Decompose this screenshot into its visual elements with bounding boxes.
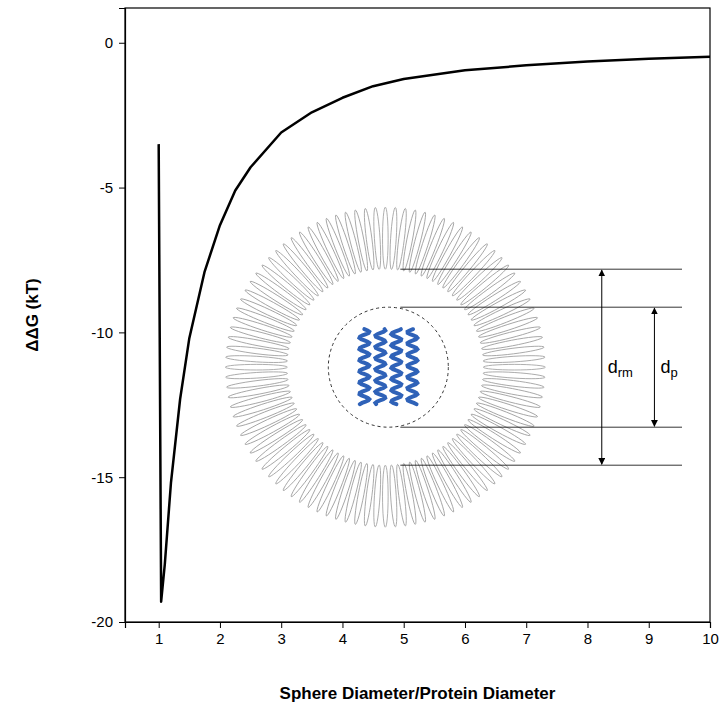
annotation: drm (608, 357, 633, 380)
tick-mark (465, 622, 466, 628)
tick-label: -10 (91, 324, 113, 341)
protein-helix (407, 329, 417, 404)
axis-line (119, 9, 126, 623)
tick-mark (710, 622, 711, 628)
guide-line (400, 307, 682, 308)
protein-boundary (328, 307, 448, 427)
tick-label: 6 (461, 630, 469, 647)
tick-mark (119, 332, 125, 333)
tick: 2 (216, 622, 224, 647)
lipid (389, 465, 398, 527)
tick: 8 (584, 622, 592, 647)
tick-mark (281, 622, 282, 628)
tick: -15 (91, 468, 125, 485)
y-axis: 0 -5 -10 -15 -20 (91, 9, 125, 631)
tick-label: -20 (91, 613, 113, 630)
dimension-arrow (654, 308, 655, 426)
protein-helix (359, 329, 369, 404)
tick-mark (587, 622, 588, 628)
tick-label: 3 (278, 630, 286, 647)
lipid (483, 364, 545, 370)
guide-line (400, 465, 682, 466)
guide-line (400, 269, 682, 270)
tick: 10 (702, 622, 719, 647)
energy-curve (159, 57, 710, 602)
lipid (483, 354, 545, 363)
tick: 1 (155, 622, 163, 647)
tick-mark (159, 622, 160, 628)
tick-mark (119, 477, 125, 478)
tick: 9 (645, 622, 653, 647)
tick-label: 8 (584, 630, 592, 647)
y-axis-title: ΔΔG (kT) (23, 278, 42, 352)
tick-label: -5 (100, 179, 113, 196)
tick-label: -15 (91, 468, 113, 485)
tick-label: 0 (105, 34, 113, 51)
chart: drmdp123456789100-5-10-15-20Sphere Diame… (0, 0, 727, 713)
annotation: dp (660, 357, 677, 380)
protein-helix (391, 329, 401, 404)
lipid (383, 465, 389, 527)
tick: -20 (91, 613, 125, 630)
annotation-base: d (660, 357, 670, 377)
tick-mark (526, 622, 527, 628)
tick: 0 (105, 34, 125, 51)
lipid (383, 207, 389, 269)
tick-mark (649, 622, 650, 628)
tick-label: 9 (645, 630, 653, 647)
tick-label: 1 (155, 630, 163, 647)
x-axis: 1 2 3 4 5 6 7 8 9 10 (126, 622, 719, 647)
guide-line (400, 427, 682, 428)
tick: 4 (339, 622, 347, 647)
lipid (225, 371, 287, 380)
dimension-arrow (601, 270, 602, 464)
lipid (372, 207, 381, 269)
tick: 6 (461, 622, 469, 647)
tick-label: 2 (216, 630, 224, 647)
protein-helix (375, 329, 385, 404)
tick-mark (119, 188, 125, 189)
tick-mark (220, 622, 221, 628)
tick-mark (119, 622, 125, 623)
illustration (225, 207, 682, 527)
annotation-sub: p (670, 365, 677, 380)
tick: 5 (400, 622, 408, 647)
x-axis-title: Sphere Diameter/Protein Diameter (280, 684, 556, 703)
lipid (225, 364, 287, 370)
tick-label: 10 (702, 630, 719, 647)
tick-mark (404, 622, 405, 628)
annotation-sub: rm (618, 365, 633, 380)
tick-label: 7 (523, 630, 531, 647)
tick-label: 5 (400, 630, 408, 647)
tick: 7 (523, 622, 531, 647)
plot-frame (125, 8, 710, 622)
axis-line (126, 623, 711, 629)
tick-mark (342, 622, 343, 628)
plot-area (159, 57, 710, 602)
tick-mark (119, 43, 125, 44)
tick-label: 4 (339, 630, 347, 647)
tick: -10 (91, 324, 125, 341)
tick: -5 (100, 179, 125, 196)
annotation-base: d (608, 357, 618, 377)
tick: 3 (278, 622, 286, 647)
